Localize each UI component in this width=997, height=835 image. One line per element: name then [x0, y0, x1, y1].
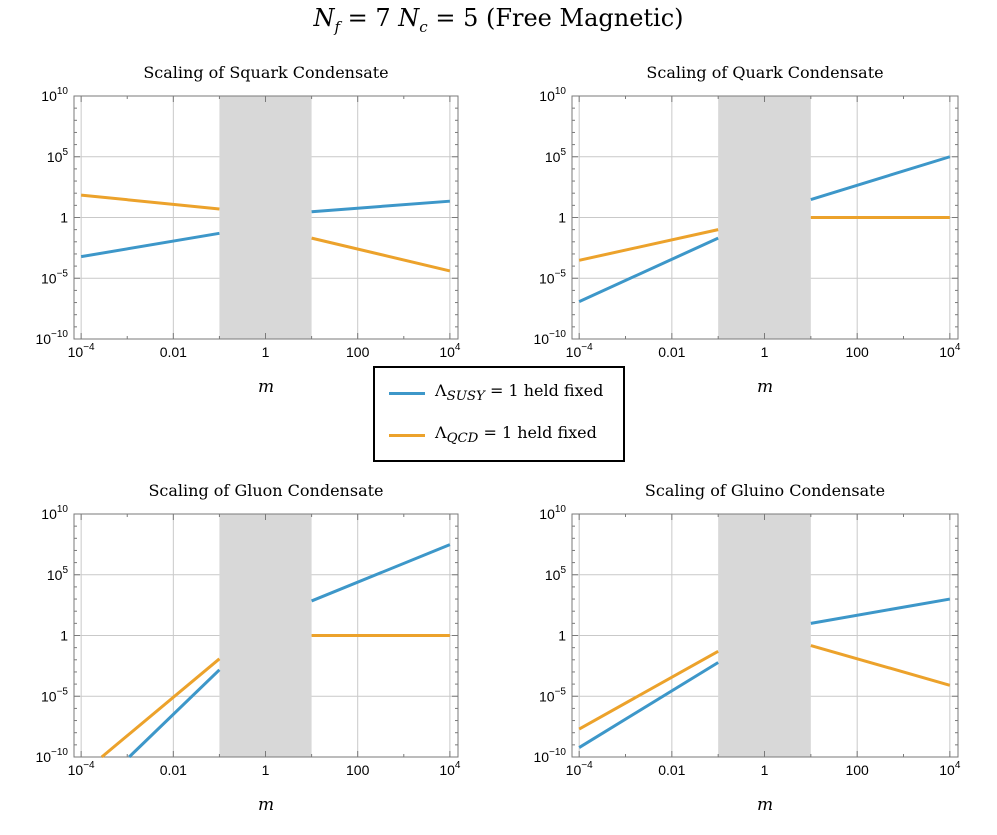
- nc-symbol: N: [398, 4, 420, 32]
- y-tick-label: 1010: [41, 504, 68, 522]
- series-qcd-fixed-line: [100, 657, 221, 759]
- title-suffix: (Free Magnetic): [485, 4, 684, 32]
- x-tick-label: 10−4: [68, 342, 95, 360]
- nf-value: = 7: [340, 4, 399, 32]
- series-qcd-fixed-line: [578, 228, 719, 262]
- series-susy-fixed-line: [311, 543, 451, 603]
- y-tick-label: 1: [558, 628, 566, 644]
- legend-text-susy: = 1 held fixed: [484, 381, 604, 401]
- x-tick-label: 10−4: [566, 760, 593, 778]
- legend-text-qcd: = 1 held fixed: [478, 423, 597, 443]
- legend-swatch-susy: [389, 391, 425, 395]
- series-susy-fixed-line: [578, 661, 719, 749]
- x-tick-label: 1: [761, 762, 769, 778]
- y-tick-label: 10−5: [539, 686, 566, 704]
- x-tick-label: 1: [761, 344, 769, 360]
- series-susy-fixed-line: [578, 236, 719, 303]
- x-tick-label: 1: [262, 762, 270, 778]
- y-tick-label: 10−5: [539, 268, 566, 286]
- legend-label-qcd: ΛQCD = 1 held fixed: [435, 423, 597, 446]
- x-tick-label: 104: [439, 760, 461, 778]
- panel-gluino-condensate: 10−4 0.01 1 100 104 10−10 10−5 1 105 1010 Scaling …: [533, 481, 960, 815]
- series-susy-fixed-line: [810, 597, 951, 625]
- x-tick-label: 104: [939, 342, 961, 360]
- x-tick-label: 104: [939, 760, 961, 778]
- legend: ΛSUSY = 1 held fixed ΛQCD = 1 held fixed: [373, 366, 625, 462]
- x-axis-label: m: [258, 377, 274, 397]
- figure-title: Nf = 7 Nc = 5 (Free Magnetic): [0, 4, 997, 36]
- x-tick-label: 1: [262, 344, 270, 360]
- y-tick-label: 105: [545, 147, 567, 165]
- series-qcd-fixed-line: [810, 644, 951, 687]
- legend-item-susy: ΛSUSY = 1 held fixed: [389, 378, 603, 408]
- series-susy-fixed-line: [311, 199, 450, 214]
- legend-subscript-qcd: QCD: [446, 431, 479, 447]
- x-tick-label: 0.01: [160, 344, 187, 360]
- x-tick-label: 100: [845, 762, 869, 778]
- series-susy-fixed-line: [810, 155, 951, 201]
- x-tick-label: 100: [346, 344, 370, 360]
- x-axis-label: m: [757, 377, 773, 397]
- series-qcd-fixed-line: [80, 193, 220, 211]
- y-tick-label: 10−10: [533, 329, 566, 347]
- x-tick-label: 104: [439, 342, 461, 360]
- x-tick-label: 0.01: [658, 344, 685, 360]
- x-axis-label: m: [258, 795, 274, 815]
- panel-gluon-condensate: 10−4 0.01 1 100 104 10−10 10−5 1 105 1010 Scaling …: [35, 481, 460, 815]
- y-tick-label: 105: [545, 565, 567, 583]
- legend-swatch-qcd: [389, 433, 425, 437]
- series-susy-fixed-line: [128, 668, 221, 759]
- y-tick-label: 10−5: [41, 686, 68, 704]
- legend-subscript-susy: SUSY: [446, 389, 485, 405]
- y-tick-label: 1: [60, 628, 68, 644]
- series-qcd-fixed-line: [311, 236, 451, 273]
- y-tick-label: 10−10: [533, 747, 566, 765]
- panel-title: Scaling of Quark Condensate: [646, 63, 883, 82]
- legend-label-susy: ΛSUSY = 1 held fixed: [435, 381, 603, 404]
- shaded-region: [718, 96, 811, 339]
- panel-title: Scaling of Gluon Condensate: [148, 481, 383, 500]
- x-tick-label: 0.01: [160, 762, 187, 778]
- x-tick-label: 0.01: [658, 762, 685, 778]
- y-tick-label: 1010: [539, 86, 566, 104]
- y-tick-label: 1: [558, 210, 566, 226]
- shaded-region: [219, 96, 312, 339]
- nf-subscript: f: [334, 17, 341, 36]
- nf-symbol: N: [313, 4, 335, 32]
- panel-title: Scaling of Squark Condensate: [143, 63, 388, 82]
- x-tick-label: 100: [346, 762, 370, 778]
- x-tick-label: 10−4: [68, 760, 95, 778]
- y-tick-label: 10−10: [35, 329, 68, 347]
- panel-quark-condensate: 10−4 0.01 1 100 104 10−10 10−5 1 105 1010 Scaling …: [533, 63, 960, 397]
- series-susy-fixed-line: [80, 231, 220, 259]
- shaded-region: [219, 514, 312, 757]
- y-tick-label: 1010: [41, 86, 68, 104]
- x-axis-label: m: [757, 795, 773, 815]
- shaded-region: [718, 514, 811, 757]
- y-tick-label: 105: [47, 147, 69, 165]
- y-tick-label: 105: [47, 565, 69, 583]
- y-tick-label: 1: [60, 210, 68, 226]
- series-qcd-fixed-line: [578, 649, 719, 731]
- panel-squark-condensate: 10−4 0.01 1 100 104 10−10 10−5 1 105 1010 Scaling …: [35, 63, 460, 397]
- legend-symbol-qcd: Λ: [435, 423, 447, 443]
- y-tick-label: 1010: [539, 504, 566, 522]
- x-tick-label: 10−4: [566, 342, 593, 360]
- legend-symbol-susy: Λ: [435, 381, 447, 401]
- y-tick-label: 10−10: [35, 747, 68, 765]
- legend-item-qcd: ΛQCD = 1 held fixed: [389, 420, 597, 450]
- nc-subscript: c: [419, 17, 428, 36]
- x-tick-label: 100: [845, 344, 869, 360]
- nc-value: = 5: [427, 4, 486, 32]
- panel-title: Scaling of Gluino Condensate: [645, 481, 885, 500]
- y-tick-label: 10−5: [41, 268, 68, 286]
